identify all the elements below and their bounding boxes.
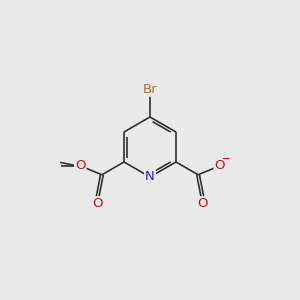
- Text: O: O: [75, 159, 86, 172]
- Text: O: O: [92, 197, 103, 210]
- Text: O: O: [214, 159, 225, 172]
- Text: N: N: [145, 170, 155, 184]
- Text: Br: Br: [143, 83, 157, 96]
- Text: O: O: [197, 197, 208, 210]
- Text: −: −: [222, 154, 231, 164]
